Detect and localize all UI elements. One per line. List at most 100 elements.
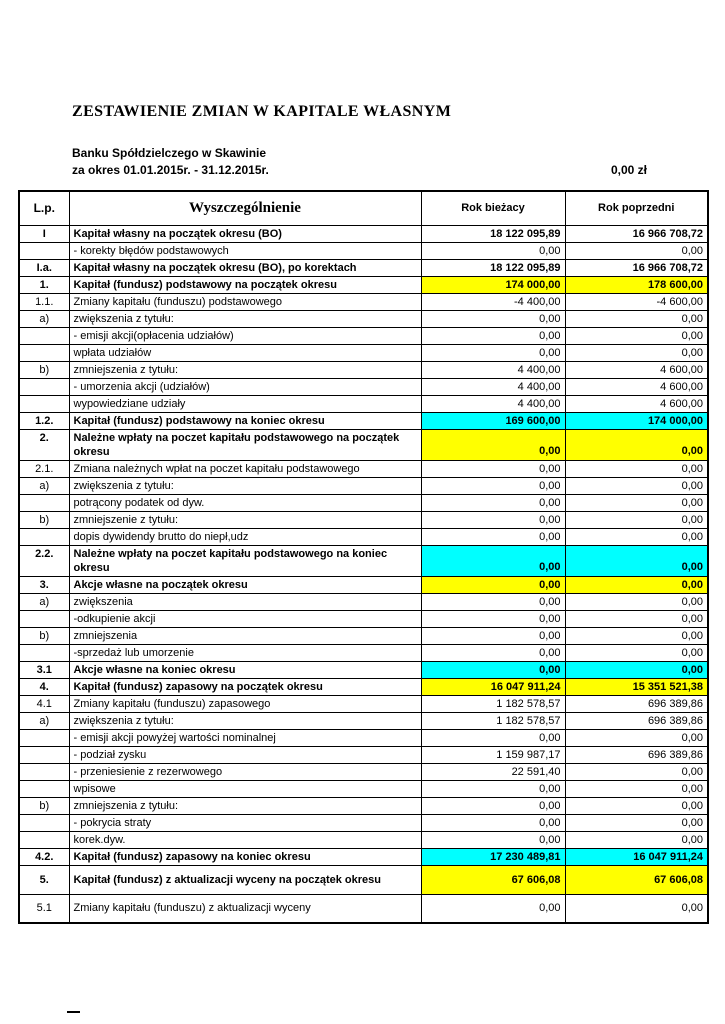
lp-cell: 5. [18, 864, 70, 895]
table-row: -odkupienie akcji 0,00 0,00 [18, 609, 709, 628]
current-year-value: 0,00 [420, 575, 566, 594]
previous-year-value: 0,00 [564, 796, 709, 815]
description-cell: zmniejszenia [68, 626, 422, 645]
lp-cell: b) [18, 360, 70, 379]
current-year-value: 1 159 987,17 [420, 745, 566, 764]
description-cell: Zmiany kapitału (funduszu) z aktualizacj… [68, 893, 422, 924]
current-year-value: 22 591,40 [420, 762, 566, 781]
description-cell: wpłata udziałów [68, 343, 422, 362]
description-cell: Kapitał (fundusz) zapasowy na koniec okr… [68, 847, 422, 866]
current-year-value: 17 230 489,81 [420, 847, 566, 866]
lp-cell [18, 343, 70, 362]
previous-year-value: 0,00 [564, 493, 709, 512]
description-cell: zwiększenia [68, 592, 422, 611]
table-row: b) zmniejszenia z tytułu: 4 400,00 4 600,00 [18, 360, 709, 379]
description-cell: zwiększenia z tytułu: [68, 476, 422, 495]
current-year-value: 0,00 [420, 510, 566, 529]
period-text: za okres 01.01.2015r. - 31.12.2015r. [72, 163, 269, 177]
table-row: a) zwiększenia 0,00 0,00 [18, 592, 709, 611]
table-row: 5. Kapitał (fundusz) z aktualizacji wycen… [18, 864, 709, 895]
previous-year-value: -4 600,00 [564, 292, 709, 311]
current-year-value: 0,00 [420, 796, 566, 815]
lp-cell: 4.1 [18, 694, 70, 713]
previous-year-value: 4 600,00 [564, 377, 709, 396]
lp-cell: 2.1. [18, 459, 70, 478]
lp-cell [18, 493, 70, 512]
previous-year-value: 0,00 [564, 626, 709, 645]
description-cell: zmniejszenia z tytułu: [68, 796, 422, 815]
description-cell: Należne wpłaty na poczet kapitału podsta… [68, 428, 422, 461]
description-cell: Kapitał własny na początek okresu (BO), … [68, 258, 422, 277]
current-year-value: 0,00 [420, 660, 566, 679]
table-row: 4.2. Kapitał (fundusz) zapasowy na koniec… [18, 847, 709, 866]
lp-cell: 4. [18, 677, 70, 696]
lp-cell: 1. [18, 275, 70, 294]
current-year-value: 4 400,00 [420, 394, 566, 413]
table-row: I.a. Kapitał własny na początek okresu (B… [18, 258, 709, 277]
lp-cell: 3.1 [18, 660, 70, 679]
current-year-value: 0,00 [420, 643, 566, 662]
document-title: ZESTAWIENIE ZMIAN W KAPITALE WŁASNYM [72, 103, 452, 120]
description-cell: wpisowe [68, 779, 422, 798]
previous-year-value: 0,00 [564, 544, 709, 577]
description-cell: - umorzenia akcji (udziałów) [68, 377, 422, 396]
previous-year-value: 16 966 708,72 [564, 224, 709, 243]
lp-cell [18, 527, 70, 546]
lp-cell: I [18, 224, 70, 243]
current-year-value: 0,00 [420, 309, 566, 328]
current-year-value: 0,00 [420, 476, 566, 495]
table-row: - podział zysku 1 159 987,17 696 389,86 [18, 745, 709, 764]
current-year-value: 0,00 [420, 428, 566, 461]
description-cell: Kapitał (fundusz) zapasowy na początek o… [68, 677, 422, 696]
lp-cell: b) [18, 626, 70, 645]
lp-cell [18, 745, 70, 764]
table-row: - umorzenia akcji (udziałów) 4 400,00 4 60… [18, 377, 709, 396]
table-row: - przeniesienie z rezerwowego 22 591,40 0,… [18, 762, 709, 781]
table-row: potrącony podatek od dyw. 0,00 0,00 [18, 493, 709, 512]
header-description: Wyszczególnienie [68, 190, 422, 226]
current-year-value: 0,00 [420, 592, 566, 611]
previous-year-value: 0,00 [564, 510, 709, 529]
lp-cell [18, 609, 70, 628]
previous-year-value: 0,00 [564, 241, 709, 260]
table-row: - pokrycia straty 0,00 0,00 [18, 813, 709, 832]
current-year-value: 0,00 [420, 893, 566, 924]
bank-name: Banku Spółdzielczego w Skawinie [72, 146, 267, 160]
previous-year-value: 16 966 708,72 [564, 258, 709, 277]
current-year-value: 0,00 [420, 544, 566, 577]
previous-year-value: 696 389,86 [564, 694, 709, 713]
previous-year-value: 4 600,00 [564, 394, 709, 413]
previous-year-value: 67 606,08 [564, 864, 709, 895]
table-row: 4.1 Zmiany kapitału (funduszu) zapasowego… [18, 694, 709, 713]
previous-year-value: 0,00 [564, 326, 709, 345]
current-year-value: 0,00 [420, 459, 566, 478]
lp-cell: b) [18, 510, 70, 529]
current-year-value: 0,00 [420, 609, 566, 628]
previous-year-value: 0,00 [564, 476, 709, 495]
table-row: - emisji akcji(opłacenia udziałów) 0,00 0,… [18, 326, 709, 345]
table-row: 1. Kapitał (fundusz) podstawowy na począt… [18, 275, 709, 294]
table-header-row: L.p. Wyszczególnienie Rok bieżacy Rok po… [18, 190, 709, 226]
table-body: I Kapitał własny na początek okresu (BO) 1… [18, 224, 709, 924]
lp-cell [18, 728, 70, 747]
current-year-value: 0,00 [420, 779, 566, 798]
lp-cell: I.a. [18, 258, 70, 277]
description-cell: -sprzedaż lub umorzenie [68, 643, 422, 662]
lp-cell [18, 377, 70, 396]
description-cell: Akcje własne na początek okresu [68, 575, 422, 594]
description-cell: zwiększenia z tytułu: [68, 711, 422, 730]
description-cell: zmniejszenie z tytułu: [68, 510, 422, 529]
lp-cell [18, 394, 70, 413]
current-year-value: 0,00 [420, 326, 566, 345]
lp-cell: a) [18, 476, 70, 495]
current-year-value: 18 122 095,89 [420, 258, 566, 277]
equity-changes-table: L.p. Wyszczególnienie Rok bieżacy Rok po… [18, 190, 709, 924]
table-row: b) zmniejszenia z tytułu: 0,00 0,00 [18, 796, 709, 815]
current-year-value: 169 600,00 [420, 411, 566, 430]
previous-year-value: 174 000,00 [564, 411, 709, 430]
lp-cell: 5.1 [18, 893, 70, 924]
table-row: 4. Kapitał (fundusz) zapasowy na początek… [18, 677, 709, 696]
current-year-value: 0,00 [420, 493, 566, 512]
previous-year-value: 0,00 [564, 762, 709, 781]
lp-cell: 1.2. [18, 411, 70, 430]
